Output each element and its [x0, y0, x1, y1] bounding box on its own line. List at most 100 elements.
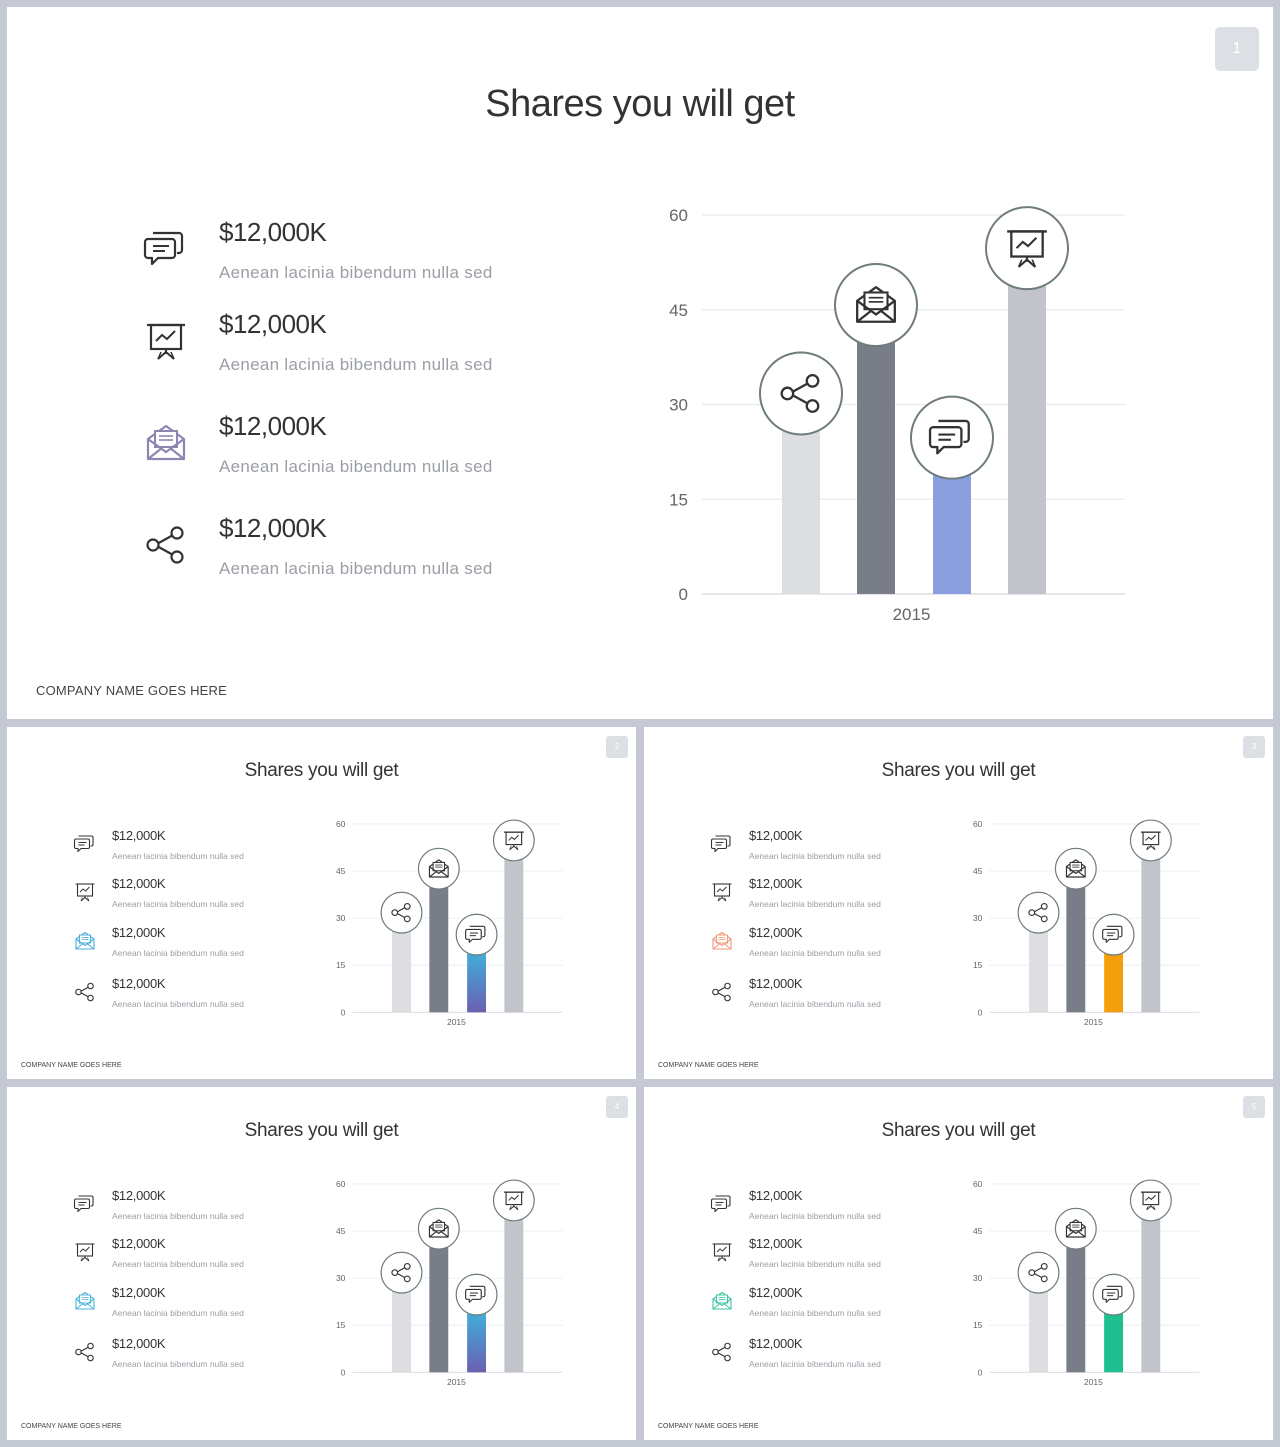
bar-icon-badge [455, 913, 498, 956]
stat-value: $12,000K [749, 976, 803, 991]
bar-icon-badge [834, 263, 918, 348]
y-tick-label: 15 [336, 960, 346, 970]
y-tick-label: 0 [978, 1007, 983, 1017]
stat-value: $12,000K [112, 1336, 166, 1351]
x-tick-label: 2015 [1084, 1017, 1103, 1027]
bar-icon-badge [910, 395, 994, 480]
stat-value: $12,000K [219, 217, 327, 247]
stat-value: $12,000K [112, 1188, 166, 1203]
bar-icon-badge [985, 206, 1069, 291]
mail-icon [428, 1219, 449, 1238]
x-tick-label: 2015 [893, 605, 931, 624]
bar-chart: 0 15 30 45 60 2015 [325, 815, 564, 1029]
mail-icon [74, 930, 96, 952]
y-tick-label: 45 [669, 301, 688, 320]
y-tick-label: 30 [973, 1273, 983, 1283]
y-tick-label: 45 [973, 866, 983, 876]
bar-badge-circle [1017, 891, 1060, 934]
y-tick-label: 15 [973, 1320, 983, 1330]
slide-4[interactable]: Shares you will get 4 COMPANY NAME GOES HE… [7, 1087, 636, 1440]
y-tick-label: 60 [336, 1179, 346, 1189]
stat-value: $12,000K [749, 1236, 803, 1251]
company-name: COMPANY NAME GOES HERE [36, 683, 228, 698]
bar [1104, 949, 1124, 1013]
share-icon [1028, 902, 1048, 923]
bar-icon-badge [1054, 847, 1097, 890]
stat-description: Aenean lacinia bibendum nulla sed [112, 1259, 244, 1269]
bar-badge-circle [1129, 819, 1172, 862]
y-tick-label: 60 [973, 819, 983, 829]
slide-5[interactable]: Shares you will get 5 COMPANY NAME GOES HE… [644, 1087, 1273, 1440]
bar-icon-badge [1129, 1179, 1172, 1222]
company-name: COMPANY NAME GOES HERE [21, 1423, 122, 1430]
mail-icon [1065, 859, 1086, 878]
stat-description: Aenean lacinia bibendum nulla sed [112, 948, 244, 958]
share-icon [1028, 1262, 1048, 1283]
x-tick-label: 2015 [447, 1377, 466, 1387]
slide-3[interactable]: Shares you will get 3 COMPANY NAME GOES HE… [644, 727, 1273, 1079]
stat-description: Aenean lacinia bibendum nulla sed [749, 851, 881, 861]
bar-badge-circle [380, 1251, 423, 1294]
bar [1029, 927, 1048, 1013]
stat-value: $12,000K [749, 925, 803, 940]
chart-svg: 0 15 30 45 60 2015 [973, 819, 1200, 1027]
bar [1141, 855, 1161, 1013]
y-tick-label: 60 [669, 206, 688, 225]
mail-icon [1065, 1219, 1086, 1238]
chat-icon [1102, 1285, 1123, 1303]
chat-icon [465, 925, 486, 943]
stat-value: $12,000K [219, 309, 327, 339]
bar [429, 1243, 449, 1373]
slide-number-badge: 5 [1243, 1096, 1265, 1118]
slide-2[interactable]: Shares you will get 2 COMPANY NAME GOES HE… [7, 727, 636, 1079]
chart-svg: 0 15 30 45 60 2015 [336, 819, 563, 1027]
bar-chart: 0 15 30 45 60 2015 [325, 1175, 564, 1389]
bar [1066, 1243, 1086, 1373]
stat-value: $12,000K [112, 1285, 166, 1300]
bar-chart: 0 15 30 45 60 2015 [962, 1175, 1201, 1389]
bar [933, 467, 971, 594]
stat-description: Aenean lacinia bibendum nulla sed [112, 1308, 244, 1318]
mail-icon [711, 930, 733, 952]
mail-icon [711, 1290, 733, 1312]
mail-icon [428, 859, 449, 878]
share-icon [711, 981, 733, 1003]
slide-1[interactable]: Shares you will get 1 COMPANY NAME GOES HE… [7, 7, 1273, 719]
stat-description: Aenean lacinia bibendum nulla sed [112, 851, 244, 861]
bar-icon-badge [492, 1179, 535, 1222]
presentation-icon [1140, 831, 1161, 851]
chat-icon [928, 419, 970, 455]
bar-icon-badge [1129, 819, 1172, 862]
bar [429, 883, 449, 1013]
bar-badge-circle [1017, 1251, 1060, 1294]
presentation-icon [144, 319, 188, 363]
share-icon [144, 523, 188, 567]
stat-value: $12,000K [112, 1236, 166, 1251]
y-tick-label: 45 [973, 1226, 983, 1236]
bar-badge-circle [985, 206, 1069, 291]
bar [1104, 1309, 1124, 1373]
stat-description: Aenean lacinia bibendum nulla sed [749, 1308, 881, 1318]
y-tick-label: 45 [336, 866, 346, 876]
stat-description: Aenean lacinia bibendum nulla sed [219, 263, 493, 282]
chat-icon [465, 1285, 486, 1303]
stat-description: Aenean lacinia bibendum nulla sed [112, 999, 244, 1009]
stat-value: $12,000K [749, 876, 803, 891]
bar-badge-circle [492, 1179, 535, 1222]
slide-title: Shares you will get [881, 1120, 1036, 1141]
bar-icon-badge [380, 891, 423, 934]
presentation-icon [503, 831, 524, 851]
bar-icon-badge [455, 1273, 498, 1316]
bar [467, 1309, 487, 1373]
bar-icon-badge [1054, 1207, 1097, 1250]
bar-badge-circle [759, 351, 843, 436]
bar [467, 949, 487, 1013]
y-tick-label: 15 [973, 960, 983, 970]
y-tick-label: 60 [973, 1179, 983, 1189]
stat-description: Aenean lacinia bibendum nulla sed [749, 999, 881, 1009]
stat-value: $12,000K [749, 1336, 803, 1351]
chat-icon [73, 833, 96, 855]
presentation-icon [711, 881, 733, 903]
company-name: COMPANY NAME GOES HERE [21, 1062, 122, 1069]
presentation-icon [74, 881, 96, 903]
